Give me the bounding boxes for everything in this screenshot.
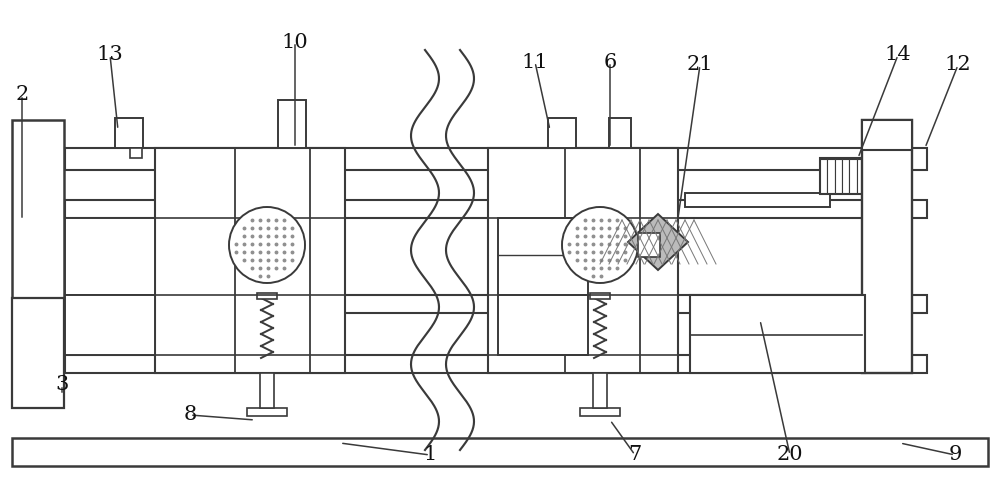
Bar — [278, 100, 306, 148]
Bar — [548, 118, 576, 148]
Bar — [12, 438, 988, 466]
Polygon shape — [628, 214, 688, 270]
Bar — [12, 298, 64, 408]
Bar — [820, 159, 827, 193]
Bar — [498, 295, 588, 355]
Bar — [65, 295, 155, 355]
Bar — [115, 118, 143, 148]
Text: 20: 20 — [777, 446, 803, 465]
Bar — [609, 118, 631, 148]
Text: 6: 6 — [603, 53, 617, 72]
Text: 13: 13 — [97, 45, 123, 64]
Bar — [849, 159, 857, 193]
Text: 21: 21 — [687, 56, 713, 75]
Text: 3: 3 — [55, 375, 69, 394]
Bar — [257, 293, 277, 299]
Bar — [835, 159, 842, 193]
Bar — [862, 120, 912, 150]
Bar — [65, 148, 927, 170]
Text: 9: 9 — [948, 446, 962, 465]
Bar — [862, 120, 912, 373]
Text: 12: 12 — [945, 56, 971, 75]
Bar — [590, 293, 610, 299]
Text: 8: 8 — [183, 406, 197, 425]
Bar — [685, 193, 830, 207]
Bar — [498, 218, 588, 295]
Bar — [820, 158, 864, 194]
Bar — [130, 148, 142, 158]
Text: 7: 7 — [628, 446, 642, 465]
Bar — [580, 408, 620, 416]
Bar — [690, 295, 865, 373]
Bar — [488, 148, 678, 373]
Text: 2: 2 — [15, 86, 29, 105]
Bar — [638, 233, 660, 257]
Text: 1: 1 — [423, 446, 437, 465]
Bar — [65, 200, 927, 218]
Bar — [578, 218, 622, 238]
Bar — [827, 159, 835, 193]
Text: 11: 11 — [522, 53, 548, 72]
Bar — [155, 148, 345, 373]
Text: 10: 10 — [282, 33, 308, 52]
Bar — [593, 373, 607, 408]
Bar — [857, 159, 864, 193]
Bar — [65, 218, 155, 295]
Bar — [65, 295, 927, 313]
Bar — [12, 120, 64, 298]
Text: 14: 14 — [885, 45, 911, 64]
Circle shape — [562, 207, 638, 283]
Circle shape — [229, 207, 305, 283]
Bar — [245, 218, 289, 238]
Bar — [247, 408, 287, 416]
Bar — [260, 373, 274, 408]
Bar — [842, 159, 849, 193]
Bar — [65, 355, 927, 373]
